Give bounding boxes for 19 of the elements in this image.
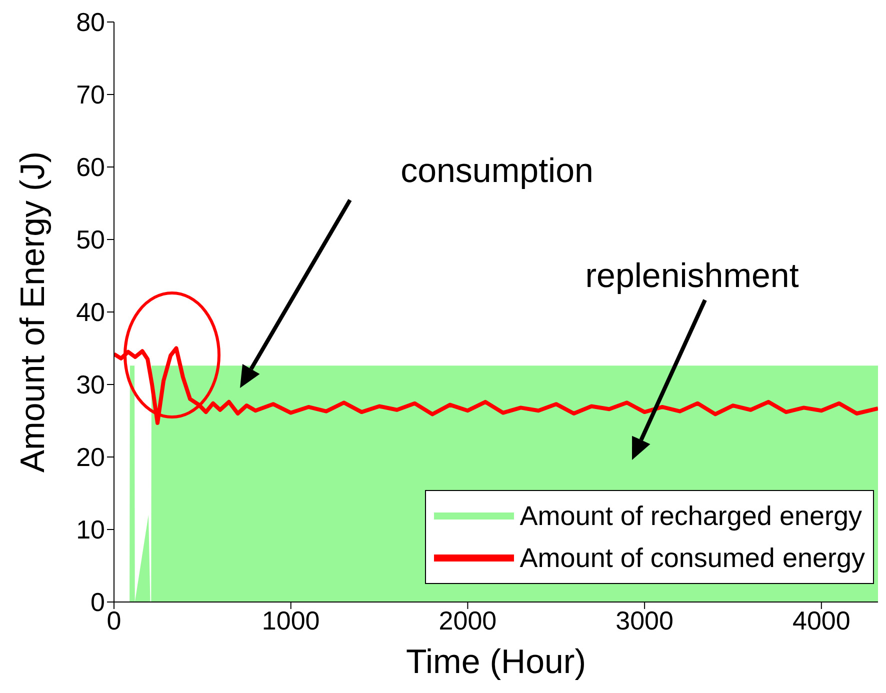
x-axis-title: Time (Hour): [406, 643, 586, 681]
annotation: replenishment: [585, 257, 800, 295]
legend-label: Amount of recharged energy: [520, 500, 862, 533]
line-series: [114, 346, 878, 425]
x-tick-label: 1000: [262, 605, 320, 636]
y-tick-label: 10: [76, 514, 105, 545]
x-tick-label: 3000: [616, 605, 674, 636]
y-tick-label: 40: [76, 297, 105, 328]
legend-label: Amount of consumed energy: [520, 542, 865, 575]
x-tick-label: 4000: [792, 605, 850, 636]
y-tick-label: 30: [76, 370, 105, 400]
y-tick-label: 80: [76, 7, 105, 38]
y-axis-title: Amount of Energy (J): [14, 151, 52, 473]
x-tick-label: 2000: [438, 605, 497, 636]
annotation: consumption: [400, 152, 594, 190]
y-tick-label: 70: [76, 80, 105, 110]
y-tick-label: 20: [76, 442, 105, 472]
y-tick-label: 50: [76, 224, 105, 255]
y-tick-label: 60: [76, 152, 105, 182]
